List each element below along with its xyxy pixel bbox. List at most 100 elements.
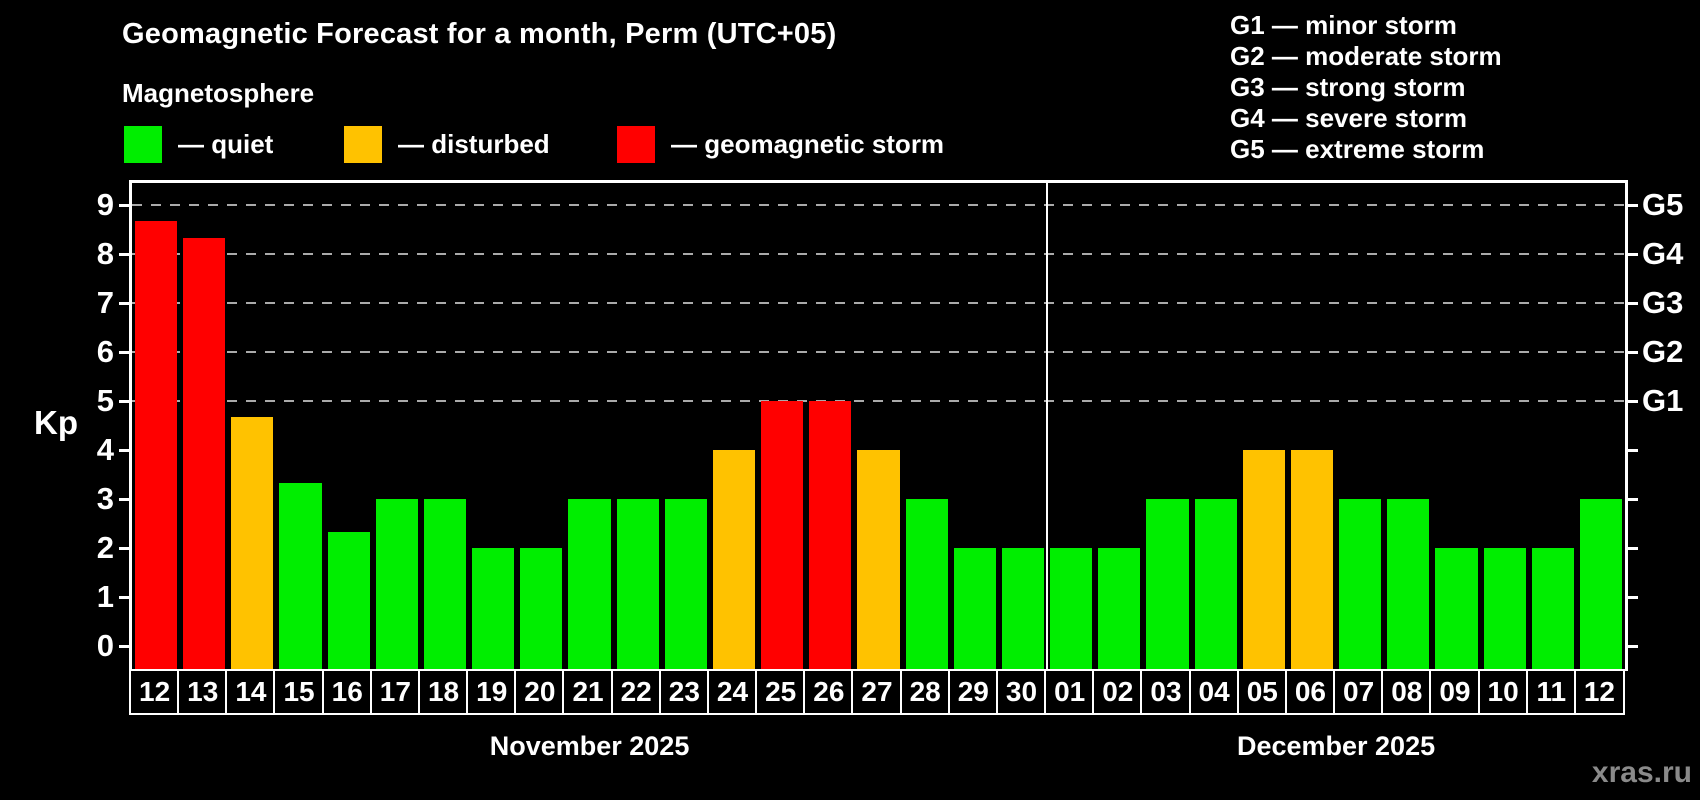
y-axis-tick-label: 8 <box>96 236 114 271</box>
legend-label: — geomagnetic storm <box>671 129 945 159</box>
day-label: 10 <box>1477 669 1529 715</box>
y-axis-tick <box>119 400 129 403</box>
day-label: 12 <box>1573 669 1625 715</box>
kp-bar <box>1387 499 1430 669</box>
y-axis-tick-label: 7 <box>96 285 114 320</box>
gridline-kp8 <box>132 253 1625 255</box>
day-label: 17 <box>369 669 421 715</box>
kp-bar <box>135 221 178 669</box>
kp-bar <box>857 450 900 669</box>
month-divider <box>1046 183 1049 669</box>
y-axis-tick <box>119 204 129 207</box>
day-label: 18 <box>417 669 470 715</box>
storm-scale-legend: G1 — minor storm G2 — moderate storm G3 — … <box>1230 10 1502 165</box>
gridline-kp6 <box>132 351 1625 353</box>
y-axis-tick <box>119 498 129 501</box>
kp-bar <box>1050 548 1093 669</box>
right-axis-tick <box>1628 596 1638 599</box>
month-label: November 2025 <box>489 731 690 761</box>
right-axis-tick <box>1628 400 1638 403</box>
watermark: xras.ru <box>1591 756 1692 789</box>
y-axis-tick-label: 2 <box>96 530 114 565</box>
day-label: 08 <box>1381 669 1433 715</box>
kp-bar <box>279 482 322 669</box>
day-label: 15 <box>273 669 325 715</box>
gridline-kp5 <box>132 400 1625 402</box>
y-axis-tick-label: 3 <box>96 481 114 516</box>
right-axis-tick <box>1628 449 1638 452</box>
right-axis-tick <box>1628 351 1638 354</box>
y-axis-tick <box>119 547 129 550</box>
day-label: 05 <box>1236 669 1288 715</box>
kp-bar <box>953 548 996 669</box>
y-axis-tick <box>119 645 129 648</box>
g-scale-label: G5 <box>1642 187 1684 222</box>
kp-bar <box>1339 499 1382 669</box>
y-axis-tick <box>119 449 129 452</box>
day-label: 13 <box>177 669 229 715</box>
kp-bar <box>712 450 756 669</box>
legend-label: — disturbed <box>398 129 550 159</box>
right-axis-tick <box>1628 302 1638 305</box>
day-label: 07 <box>1333 669 1385 715</box>
kp-bar <box>1146 499 1189 669</box>
kp-bar <box>1194 499 1237 669</box>
kp-bar <box>520 548 563 669</box>
kp-bar <box>472 548 515 669</box>
kp-bar <box>809 401 852 669</box>
day-label: 22 <box>610 669 662 715</box>
storm-scale-line: G1 — minor storm <box>1230 10 1457 40</box>
right-axis-tick <box>1628 547 1638 550</box>
storm-scale-line: G4 — severe storm <box>1230 103 1468 133</box>
y-axis-tick-label: 5 <box>96 383 114 418</box>
y-axis-tick <box>119 253 129 256</box>
kp-bar <box>1483 548 1526 669</box>
y-axis-tick-label: 4 <box>96 432 114 467</box>
month-label: December 2025 <box>1236 731 1436 761</box>
right-axis-tick <box>1628 498 1638 501</box>
y-axis-tick-label: 1 <box>96 579 114 614</box>
y-axis-title: Kp <box>34 404 78 441</box>
y-axis-tick-label: 0 <box>96 628 114 663</box>
day-label: 14 <box>225 669 277 715</box>
g-scale-label: G4 <box>1642 236 1684 271</box>
right-axis <box>1625 180 1628 671</box>
kp-bar <box>905 499 948 669</box>
day-label: 30 <box>995 669 1048 715</box>
day-label: 26 <box>803 669 855 715</box>
left-axis <box>129 180 132 671</box>
storm-swatch-icon <box>617 126 655 163</box>
storm-scale-line: G3 — strong storm <box>1230 72 1466 102</box>
legend-label: — quiet <box>178 129 274 159</box>
right-axis-tick <box>1628 253 1638 256</box>
kp-bar <box>183 237 226 669</box>
day-label: 04 <box>1188 669 1240 715</box>
day-label: 19 <box>466 669 518 715</box>
day-label: 27 <box>851 669 903 715</box>
kp-bar <box>568 499 611 669</box>
kp-bar <box>1435 548 1478 669</box>
day-label: 12 <box>129 669 181 715</box>
day-label: 21 <box>562 669 614 715</box>
kp-bar <box>1290 450 1334 669</box>
day-label: 29 <box>947 669 999 715</box>
kp-bar <box>423 499 467 669</box>
kp-bar <box>1001 548 1045 669</box>
y-axis-tick <box>119 351 129 354</box>
gridline-kp7 <box>132 302 1625 304</box>
disturbed-swatch-icon <box>344 126 382 163</box>
chart-title: Geomagnetic Forecast for a month, Perm (… <box>122 18 837 50</box>
kp-bar <box>664 499 707 669</box>
g-scale-label: G2 <box>1642 334 1684 369</box>
kp-bar <box>1242 450 1285 669</box>
kp-bar <box>327 531 370 669</box>
day-label: 03 <box>1140 669 1192 715</box>
storm-scale-line: G2 — moderate storm <box>1230 41 1502 71</box>
kp-bar <box>375 499 418 669</box>
quiet-swatch-icon <box>124 126 162 163</box>
chart-subtitle: Magnetosphere <box>122 78 315 108</box>
day-label: 25 <box>755 669 807 715</box>
day-label: 20 <box>514 669 566 715</box>
day-label: 11 <box>1525 669 1577 715</box>
